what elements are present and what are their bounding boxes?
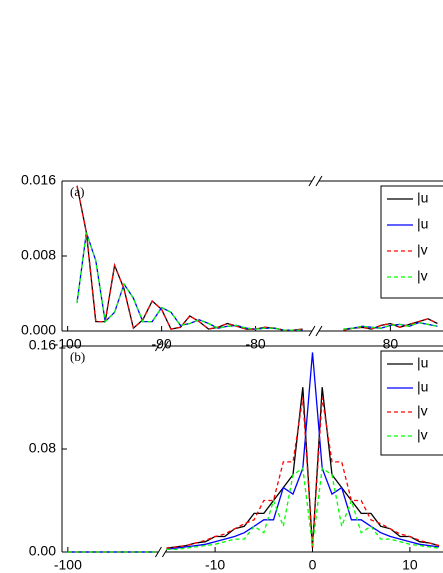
series-line — [76, 185, 303, 331]
series-line — [76, 185, 303, 331]
legend-box — [380, 350, 443, 456]
x-tick-label: -100 — [54, 557, 82, 573]
legend-label: |u — [417, 379, 428, 395]
legend-label: |v — [417, 242, 428, 258]
legend-box — [380, 185, 443, 299]
series-line — [166, 467, 440, 551]
y-tick-label: 0.00 — [29, 543, 56, 559]
axis-break — [154, 340, 162, 352]
y-tick-label: 0.016 — [21, 172, 56, 188]
x-tick-label: 0 — [309, 557, 317, 573]
axis-break — [315, 175, 323, 187]
x-tick-label: 80 — [383, 336, 399, 352]
y-tick-label: 0.008 — [21, 247, 56, 263]
series-line — [166, 397, 440, 549]
x-tick-label: -90 — [151, 336, 171, 352]
panel-label: (a) — [70, 184, 84, 199]
legend-label: |v — [417, 403, 428, 419]
axis-break — [308, 175, 316, 187]
axis-break — [161, 340, 169, 352]
x-tick-label: -80 — [245, 336, 265, 352]
series-line — [76, 232, 303, 331]
y-tick-label: 0.16 — [29, 337, 56, 353]
legend-label: |u — [417, 355, 428, 371]
series-line — [343, 321, 438, 330]
axis-break — [308, 325, 316, 337]
legend-label: |v — [417, 268, 428, 284]
panel-label: (b) — [70, 349, 85, 364]
x-tick-label: 10 — [402, 557, 418, 573]
legend-label: |v — [417, 427, 428, 443]
series-line — [343, 318, 438, 331]
y-tick-label: 0.08 — [29, 440, 56, 456]
axis-break — [154, 546, 162, 558]
x-tick-label: -100 — [54, 336, 82, 352]
series-line — [166, 387, 440, 549]
x-tick-label: -10 — [205, 557, 225, 573]
y-tick-label: 0.000 — [21, 322, 56, 338]
legend-label: |u — [417, 216, 428, 232]
legend-label: |u — [417, 190, 428, 206]
axis-break — [315, 325, 323, 337]
